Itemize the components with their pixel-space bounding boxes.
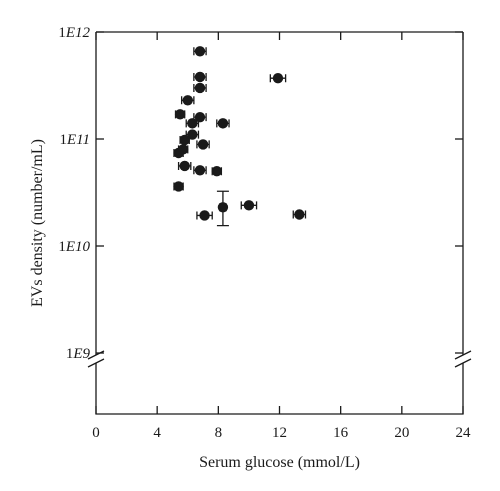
point-marker — [174, 109, 186, 120]
point-marker — [179, 160, 190, 172]
x-tick-label: 8 — [215, 425, 223, 441]
y-tick-label-exp: E12 — [65, 25, 91, 41]
point-marker — [217, 202, 229, 213]
x-tick-label: 12 — [272, 425, 287, 441]
y-tick-label-base: 1 — [58, 239, 66, 255]
point-marker — [173, 181, 184, 192]
y-tick-label: 1E9 — [66, 346, 91, 362]
data-point — [211, 166, 223, 177]
point-marker — [194, 82, 206, 94]
x-tick-label: 24 — [456, 425, 472, 441]
point-marker — [194, 165, 206, 176]
data-points — [173, 46, 307, 227]
data-point — [193, 165, 207, 176]
x-tick-label: 20 — [394, 425, 409, 441]
data-point — [240, 200, 258, 211]
data-point — [269, 73, 287, 84]
y-tick-label: 1E11 — [59, 132, 90, 148]
data-point — [292, 209, 307, 220]
y-tick-label-exp: E11 — [66, 132, 90, 148]
point-marker — [199, 210, 210, 221]
y-tick-label-exp: E9 — [72, 346, 90, 362]
data-point — [193, 71, 207, 83]
data-point — [185, 118, 200, 129]
data-point — [180, 95, 195, 106]
point-marker — [294, 209, 305, 220]
x-ticks: 0 4 8 12 16 20 24 — [92, 32, 471, 441]
data-point — [196, 139, 210, 150]
right-axis-break — [454, 350, 472, 368]
point-marker — [182, 95, 193, 106]
y-tick-label: 1E12 — [58, 25, 90, 41]
data-point — [193, 46, 207, 57]
point-marker — [179, 134, 190, 146]
x-tick-label: 0 — [92, 425, 100, 441]
y-tick-label-exp: E10 — [65, 239, 91, 255]
data-point — [216, 118, 230, 129]
chart-axes — [87, 31, 472, 415]
point-marker — [194, 71, 206, 83]
point-marker — [211, 166, 223, 177]
data-point — [173, 181, 184, 192]
point-marker — [272, 73, 284, 84]
data-point — [174, 109, 186, 120]
point-marker — [194, 111, 206, 123]
x-tick-label: 4 — [153, 425, 161, 441]
left-axis-break — [87, 350, 105, 368]
y-axis-title: EVs density (number/mL) — [29, 139, 46, 307]
y-tick-label: 1E10 — [58, 239, 90, 255]
data-point — [196, 210, 213, 221]
y-tick-label-base: 1 — [59, 132, 67, 148]
axis-frame — [95, 32, 464, 415]
point-marker — [187, 118, 198, 129]
x-tick-label: 16 — [333, 425, 349, 441]
point-marker — [243, 200, 255, 211]
x-axis-title: Serum glucose (mmol/L) — [199, 454, 360, 471]
point-marker — [217, 118, 229, 129]
y-tick-label-base: 1 — [58, 25, 66, 41]
data-point — [179, 134, 190, 146]
data-point — [193, 82, 207, 94]
point-marker — [194, 46, 206, 57]
point-marker — [197, 139, 209, 150]
point-marker — [173, 147, 184, 159]
data-point — [216, 190, 229, 227]
data-point — [173, 147, 184, 159]
data-point — [177, 160, 192, 172]
y-tick-label-base: 1 — [66, 346, 74, 362]
